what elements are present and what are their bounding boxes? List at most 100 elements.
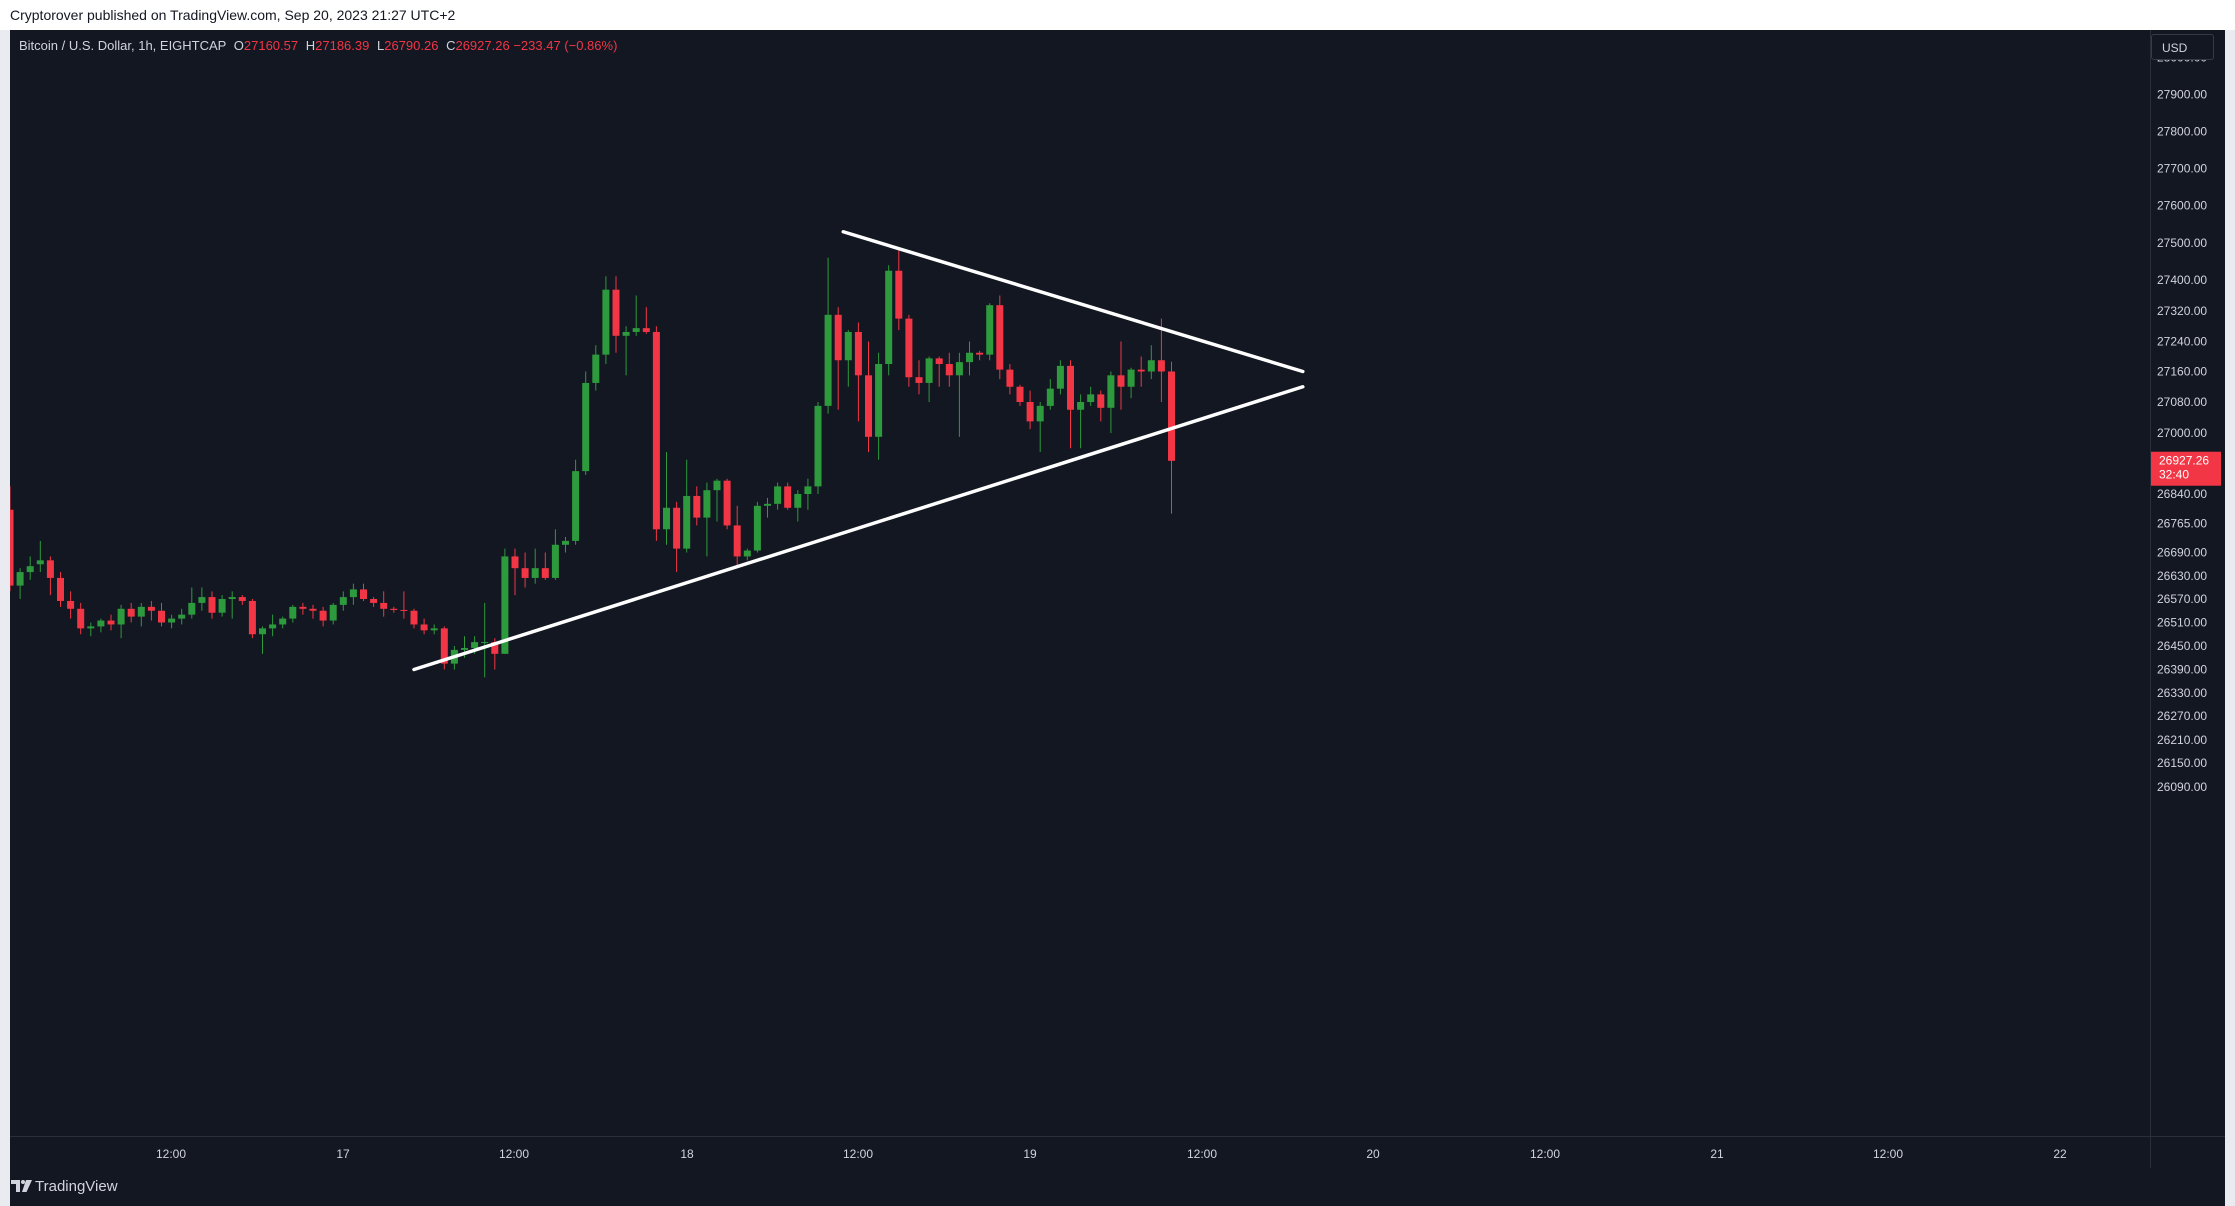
candle-body	[976, 352, 984, 355]
candle	[905, 314, 913, 387]
y-tick-label: 26270.00	[2157, 709, 2207, 723]
candle-body	[26, 566, 34, 573]
candle-body	[127, 608, 135, 617]
candle	[612, 276, 620, 353]
candle-body	[784, 486, 792, 508]
candle	[67, 591, 75, 619]
y-tick-label: 27600.00	[2157, 199, 2207, 213]
candle	[430, 624, 438, 635]
candle-body	[259, 628, 266, 635]
candle	[137, 602, 145, 627]
trendlines-layer	[412, 230, 1305, 672]
candle-body	[46, 560, 54, 578]
y-tick-label: 26090.00	[2157, 780, 2207, 794]
candle	[188, 587, 196, 619]
candle-body	[400, 609, 408, 611]
candle-body	[885, 270, 893, 364]
candle-body	[339, 597, 347, 605]
candle-body	[774, 486, 782, 504]
candle-body	[622, 331, 630, 336]
candle	[1016, 384, 1024, 406]
candle-body	[703, 490, 711, 518]
footer-bar: TradingView	[10, 1168, 2225, 1206]
candle	[158, 602, 165, 627]
candle-body	[471, 642, 479, 648]
candle	[269, 614, 277, 637]
candle-body	[188, 602, 196, 615]
candle-body	[1147, 360, 1155, 372]
countdown-label: 32:40	[2159, 468, 2189, 482]
candle-body	[1117, 375, 1125, 387]
candle-body	[945, 364, 953, 376]
y-tick-label: 27400.00	[2157, 273, 2207, 287]
candle-body	[794, 494, 802, 508]
candle	[582, 371, 590, 475]
candle-body	[107, 620, 115, 625]
y-tick-label: 26150.00	[2157, 756, 2207, 770]
candle-body	[269, 624, 277, 629]
currency-button[interactable]: USD	[2151, 34, 2214, 60]
candle-body	[1107, 375, 1115, 408]
candle-body	[511, 556, 519, 569]
candle	[774, 482, 782, 510]
x-tick-label: 12:00	[499, 1147, 529, 1161]
candle-body	[531, 568, 539, 578]
price-chart[interactable]	[10, 30, 2150, 1136]
candle-body	[955, 362, 963, 376]
tradingview-logo-icon[interactable]	[11, 1178, 33, 1194]
candle	[834, 307, 842, 410]
candle	[208, 591, 216, 619]
candle	[703, 482, 711, 557]
candle	[1127, 367, 1135, 399]
candle-body	[360, 589, 367, 599]
candle	[238, 595, 246, 605]
candle-body	[168, 618, 176, 623]
candle	[986, 303, 994, 361]
candle-body	[652, 331, 660, 530]
candle-body	[147, 606, 155, 611]
symbol-title[interactable]: Bitcoin / U.S. Dollar, 1h, EIGHTCAP	[19, 38, 227, 53]
candle-body	[1127, 369, 1135, 387]
candle	[955, 352, 963, 437]
candle-body	[925, 358, 933, 383]
candle	[168, 614, 176, 629]
candle	[743, 548, 751, 561]
candle	[228, 591, 236, 619]
x-tick-label: 20	[1366, 1147, 1380, 1161]
candle-body	[764, 503, 771, 506]
candle	[683, 459, 691, 553]
candle-body	[309, 608, 317, 611]
y-tick-label: 27500.00	[2157, 236, 2207, 250]
y-tick-label: 27160.00	[2157, 365, 2207, 379]
candle-body	[1097, 394, 1105, 408]
y-tick-label: 26690.00	[2157, 546, 2207, 560]
tradingview-brand[interactable]: TradingView	[35, 1178, 118, 1195]
candle-body	[501, 556, 509, 654]
candle-body	[854, 331, 862, 376]
candle	[794, 490, 802, 522]
candle	[329, 602, 337, 625]
candle-body	[481, 642, 489, 644]
price-axis[interactable]: 28000.0027900.0027800.0027700.0027600.00…	[2150, 30, 2225, 1136]
x-tick-label: 19	[1023, 1147, 1037, 1161]
candle	[844, 330, 852, 387]
candle	[996, 295, 1004, 380]
candle	[1026, 390, 1034, 430]
low-label: L	[376, 38, 385, 53]
candle	[1036, 402, 1044, 453]
time-axis[interactable]: 12:00 17 12:00 18 12:00 19 12:00 20 12:00 21 12:00…	[10, 1136, 2150, 1168]
candle-body	[178, 614, 186, 619]
candle	[410, 608, 418, 629]
candle	[784, 482, 792, 510]
candle	[1077, 394, 1085, 449]
candle	[562, 537, 569, 553]
candle-body	[329, 604, 337, 621]
candle-body	[824, 314, 832, 406]
y-tick-label: 27240.00	[2157, 335, 2207, 349]
candle-body	[1137, 369, 1145, 372]
candle	[753, 501, 761, 553]
candle	[885, 265, 893, 376]
candle-body	[461, 647, 468, 650]
candle-body	[915, 377, 923, 383]
candle-body	[10, 509, 14, 586]
